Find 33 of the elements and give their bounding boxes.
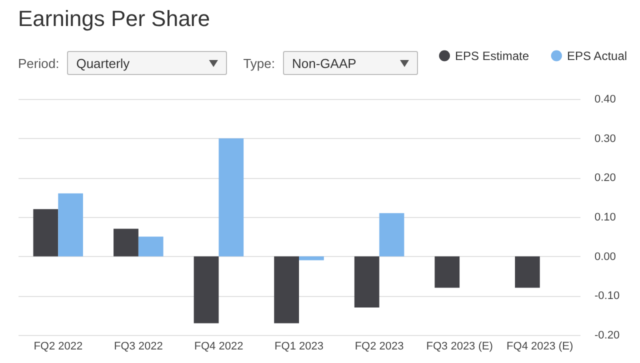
bar [138,236,164,256]
x-tick-label: FQ3 2023 (E) [426,340,493,352]
chart-title: Earnings Per Share [18,6,210,32]
bar [354,256,380,308]
bar [434,256,460,288]
bar [33,209,58,256]
y-tick-label: 0.00 [594,250,616,263]
y-tick-label: 0.20 [594,172,616,184]
y-tick-label: -0.10 [594,290,620,302]
y-tick-label: 0.10 [594,212,616,224]
text: Type: [243,56,275,70]
x-tick-label: FQ2 2023 [354,340,404,352]
x-tick-label: FQ2 2022 [34,340,83,352]
bar [218,138,244,256]
dropdown-field: Quarterly [67,51,228,75]
x-tick-label: FQ3 2022 [114,340,163,352]
y-tick-label: 0.40 [594,94,616,106]
legend-label: EPS Actual [567,48,628,63]
x-tick-label: FQ1 2023 [274,340,324,352]
bar [514,256,540,288]
y-tick-label: 0.30 [594,132,616,145]
bar [379,213,404,256]
bar [58,193,84,256]
x-tick-label: FQ4 2023 (E) [506,340,574,352]
text: Period: [18,56,60,70]
x-tick-label: FQ4 2022 [194,340,244,352]
y-tick-label: -0.20 [594,330,620,342]
bar [194,256,219,324]
legend-label: EPS Estimate [455,48,530,63]
bar [114,228,138,256]
dropdown-field: Non-GAAP [283,51,418,75]
bar [274,256,299,324]
bar [299,256,324,260]
